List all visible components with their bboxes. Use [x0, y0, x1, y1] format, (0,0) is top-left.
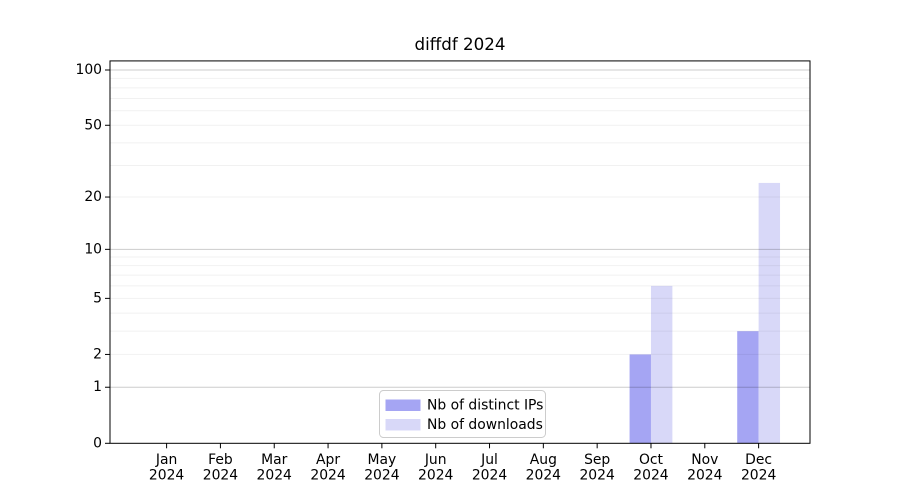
y-tick-label: 50 — [84, 117, 102, 133]
x-tick-label-year: 2024 — [687, 468, 723, 484]
bar-distinct-ips — [629, 354, 651, 444]
y-tick-label: 10 — [84, 241, 102, 257]
x-tick-label-month: Jun — [424, 452, 447, 468]
chart-title: diffdf 2024 — [415, 34, 506, 54]
legend-swatch-distinct-ips-icon — [385, 399, 421, 411]
x-tick-label-year: 2024 — [257, 468, 293, 484]
x-tick-label-year: 2024 — [149, 468, 185, 484]
x-tick-label-year: 2024 — [310, 468, 346, 484]
x-tick-label-year: 2024 — [633, 468, 669, 484]
x-tick-label-month: Feb — [208, 452, 233, 468]
legend-label-downloads: Nb of downloads — [427, 417, 543, 433]
plot-frame — [109, 60, 811, 444]
legend-label-distinct-ips: Nb of distinct IPs — [427, 398, 543, 414]
x-tick-label-year: 2024 — [472, 468, 508, 484]
y-tick-label: 2 — [93, 346, 102, 362]
y-tick-label: 100 — [75, 62, 102, 78]
x-tick-label-year: 2024 — [526, 468, 562, 484]
x-tick-label-year: 2024 — [418, 468, 454, 484]
y-tick-label: 20 — [84, 189, 102, 205]
x-tick-label-month: Aug — [530, 452, 557, 468]
x-tick-label-month: Nov — [691, 452, 718, 468]
x-tick-label-month: Mar — [261, 452, 287, 468]
x-tick-label-month: Sep — [584, 452, 610, 468]
y-tick-label: 5 — [93, 290, 102, 306]
legend-swatch-downloads-icon — [385, 419, 421, 431]
bar-downloads — [758, 182, 781, 444]
x-tick-label-month: May — [368, 452, 397, 468]
x-tick-label-year: 2024 — [579, 468, 615, 484]
x-tick-label-year: 2024 — [741, 468, 777, 484]
x-tick-label-month: Jan — [155, 452, 177, 468]
x-tick-label-year: 2024 — [364, 468, 400, 484]
x-tick-label-month: Dec — [745, 452, 772, 468]
x-tick-label-year: 2024 — [203, 468, 239, 484]
bar-distinct-ips — [737, 331, 759, 444]
bar-downloads — [650, 285, 673, 444]
x-tick-label-month: Oct — [639, 452, 664, 468]
legend: Nb of distinct IPs Nb of downloads — [379, 390, 546, 438]
y-tick-label: 0 — [93, 435, 102, 451]
x-tick-label-month: Jul — [480, 452, 498, 468]
y-tick-label: 1 — [93, 379, 102, 395]
plot-area: 0125102050100Jan2024Feb2024Mar2024Apr202… — [75, 60, 811, 484]
x-tick-label-month: Apr — [316, 452, 340, 468]
legend-box — [379, 390, 546, 438]
